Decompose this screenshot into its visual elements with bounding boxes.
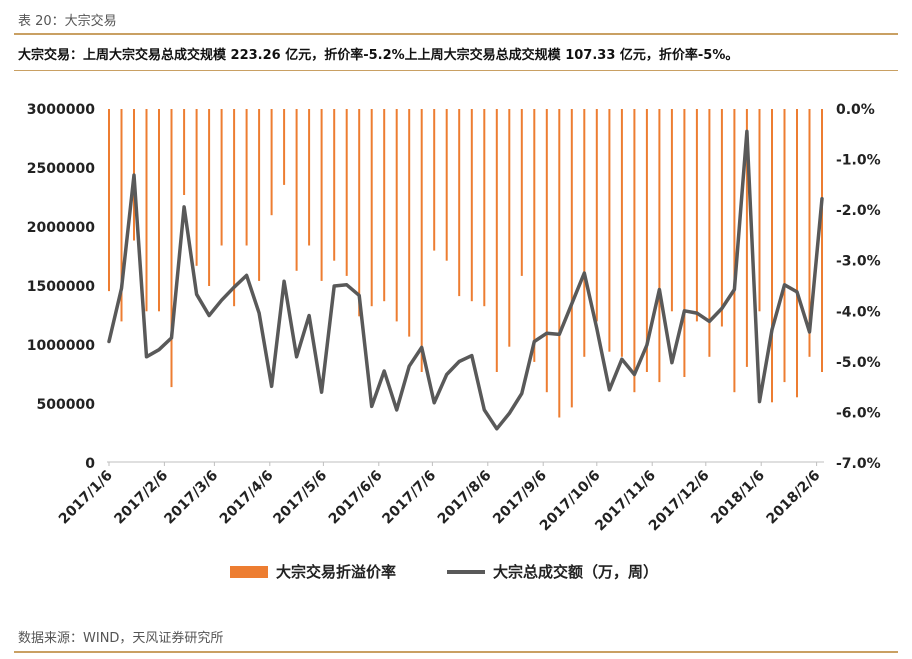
discount-bar (533, 109, 536, 362)
discount-bar (358, 109, 361, 317)
bottom-rule (14, 651, 898, 653)
discount-bar (720, 109, 723, 327)
left-axis-tick-label: 3000000 (27, 102, 95, 118)
right-axis-tick-label: -1.0% (836, 153, 881, 169)
chart-axes: 3000000 2500000 2000000 1500000 1000000 50000… (27, 102, 881, 534)
discount-bar (120, 109, 123, 322)
turnover-line-group (107, 129, 824, 431)
legend-label-line: 大宗总成交额（万，周） (493, 563, 658, 581)
left-axis-tick-label: 2000000 (27, 220, 95, 236)
discount-bar (620, 109, 623, 357)
discount-bar (583, 109, 586, 357)
right-axis-tick-label: -5.0% (836, 355, 881, 371)
discount-bar (383, 109, 386, 302)
discount-bar (808, 109, 811, 357)
discount-bar (420, 109, 423, 372)
discount-bar (821, 109, 823, 372)
discount-bar (308, 109, 311, 246)
turnover-line (107, 129, 824, 431)
x-axis-tick-label: 2018/2/6 (764, 468, 824, 528)
x-axis-tick-label: 2017/2/6 (111, 468, 171, 528)
discount-bar (433, 109, 436, 251)
right-axis-tick-label: -2.0% (836, 203, 881, 219)
discount-bar (233, 109, 236, 307)
right-axis-tick-label: -3.0% (836, 254, 881, 270)
discount-bar (183, 109, 186, 195)
x-axis-tick-label: 2017/3/6 (161, 468, 221, 528)
discount-bar (295, 109, 298, 271)
data-source: 数据来源：WIND，天风证券研究所 (18, 631, 224, 646)
summary-text: 大宗交易：上周大宗交易总成交规模 223.26 亿元，折价率-5.2%上上周大宗… (18, 48, 739, 63)
table-caption: 表 20：大宗交易 (18, 14, 117, 29)
discount-bar (745, 109, 748, 367)
discount-bar (508, 109, 511, 347)
discount-bar (771, 109, 773, 403)
discount-bar (395, 109, 398, 322)
x-axis-tick-label: 2017/8/6 (435, 468, 495, 528)
discount-bar (520, 109, 523, 276)
left-axis-tick-label: 1000000 (27, 338, 95, 354)
right-axis-tick-label: 0.0% (836, 102, 875, 118)
discount-bar (208, 109, 211, 286)
discount-bar (758, 109, 761, 312)
discount-bar (545, 109, 548, 393)
top-rule (14, 33, 898, 35)
left-axis-tick-label: 0 (85, 456, 95, 472)
discount-bar (595, 109, 598, 322)
discount-bar (108, 109, 110, 292)
x-axis-tick-label: 2017/4/6 (217, 468, 277, 528)
discount-bar (158, 109, 160, 312)
left-axis-tick-label: 500000 (37, 397, 96, 413)
discount-bar (370, 109, 373, 307)
discount-rate-bars (108, 109, 823, 418)
discount-bar (796, 109, 798, 398)
discount-bar (570, 109, 573, 408)
discount-bar (483, 109, 486, 307)
discount-bar (445, 109, 448, 261)
discount-bar (658, 109, 661, 383)
discount-bar (783, 109, 786, 383)
discount-bar (645, 109, 648, 372)
discount-bar (270, 109, 273, 216)
right-axis-tick-label: -7.0% (836, 456, 881, 472)
discount-bar (683, 109, 686, 377)
block-trade-chart: 3000000 2500000 2000000 1500000 1000000 50000… (27, 102, 881, 581)
discount-bar (695, 109, 698, 322)
legend-label-bar: 大宗交易折溢价率 (276, 563, 396, 581)
discount-bar (558, 109, 561, 418)
discount-bar (495, 109, 498, 372)
discount-bar (333, 109, 336, 261)
discount-bar (283, 109, 286, 185)
x-axis-tick-label: 2017/1/6 (56, 468, 116, 528)
discount-bar (195, 109, 198, 266)
discount-bar (145, 109, 148, 312)
right-axis-tick-label: -6.0% (836, 405, 881, 421)
left-axis-tick-label: 2500000 (27, 161, 95, 177)
discount-bar (708, 109, 711, 357)
discount-bar (320, 109, 323, 281)
discount-bar (458, 109, 461, 297)
discount-bar (345, 109, 348, 276)
left-axis-tick-label: 1500000 (27, 279, 95, 295)
discount-bar (408, 109, 411, 337)
legend-swatch-bar (230, 566, 268, 578)
middle-rule (14, 70, 898, 71)
right-axis-tick-label: -4.0% (836, 304, 881, 320)
discount-bar (633, 109, 636, 393)
discount-bar (170, 109, 173, 388)
chart-legend: 大宗交易折溢价率 大宗总成交额（万，周） (230, 563, 658, 581)
discount-bar (258, 109, 261, 281)
discount-bar (670, 109, 673, 312)
x-axis-tick-label: 2018/1/6 (708, 468, 768, 528)
discount-bar (470, 109, 473, 302)
discount-bar (220, 109, 223, 246)
discount-bar (245, 109, 248, 246)
x-axis-tick-label: 2017/5/6 (270, 468, 330, 528)
discount-bar (608, 109, 611, 352)
discount-bar (733, 109, 736, 393)
x-axis-tick-label: 2017/6/6 (326, 468, 386, 528)
x-axis-tick-label: 2017/7/6 (379, 468, 439, 528)
